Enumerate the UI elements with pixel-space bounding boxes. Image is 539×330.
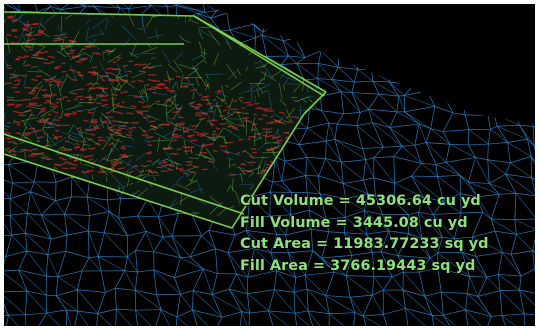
terrain-mesh-view [4,4,535,326]
viewport-3d[interactable]: Cut Volume = 45306.64 cu yd Fill Volume … [4,4,535,326]
cut-area-label: Cut Area = 11983.77233 sq yd [240,236,489,252]
design-surface-corridor [4,11,327,229]
fill-area-label: Fill Area = 3766.19443 sq yd [240,257,476,274]
volume-readout: Cut Volume = 45306.64 cu yd Fill Volume … [240,191,489,277]
cut-volume-label: Cut Volume = 45306.64 cu yd [240,193,481,209]
fill-volume-label: Fill Volume = 3445.08 cu yd [240,214,468,231]
